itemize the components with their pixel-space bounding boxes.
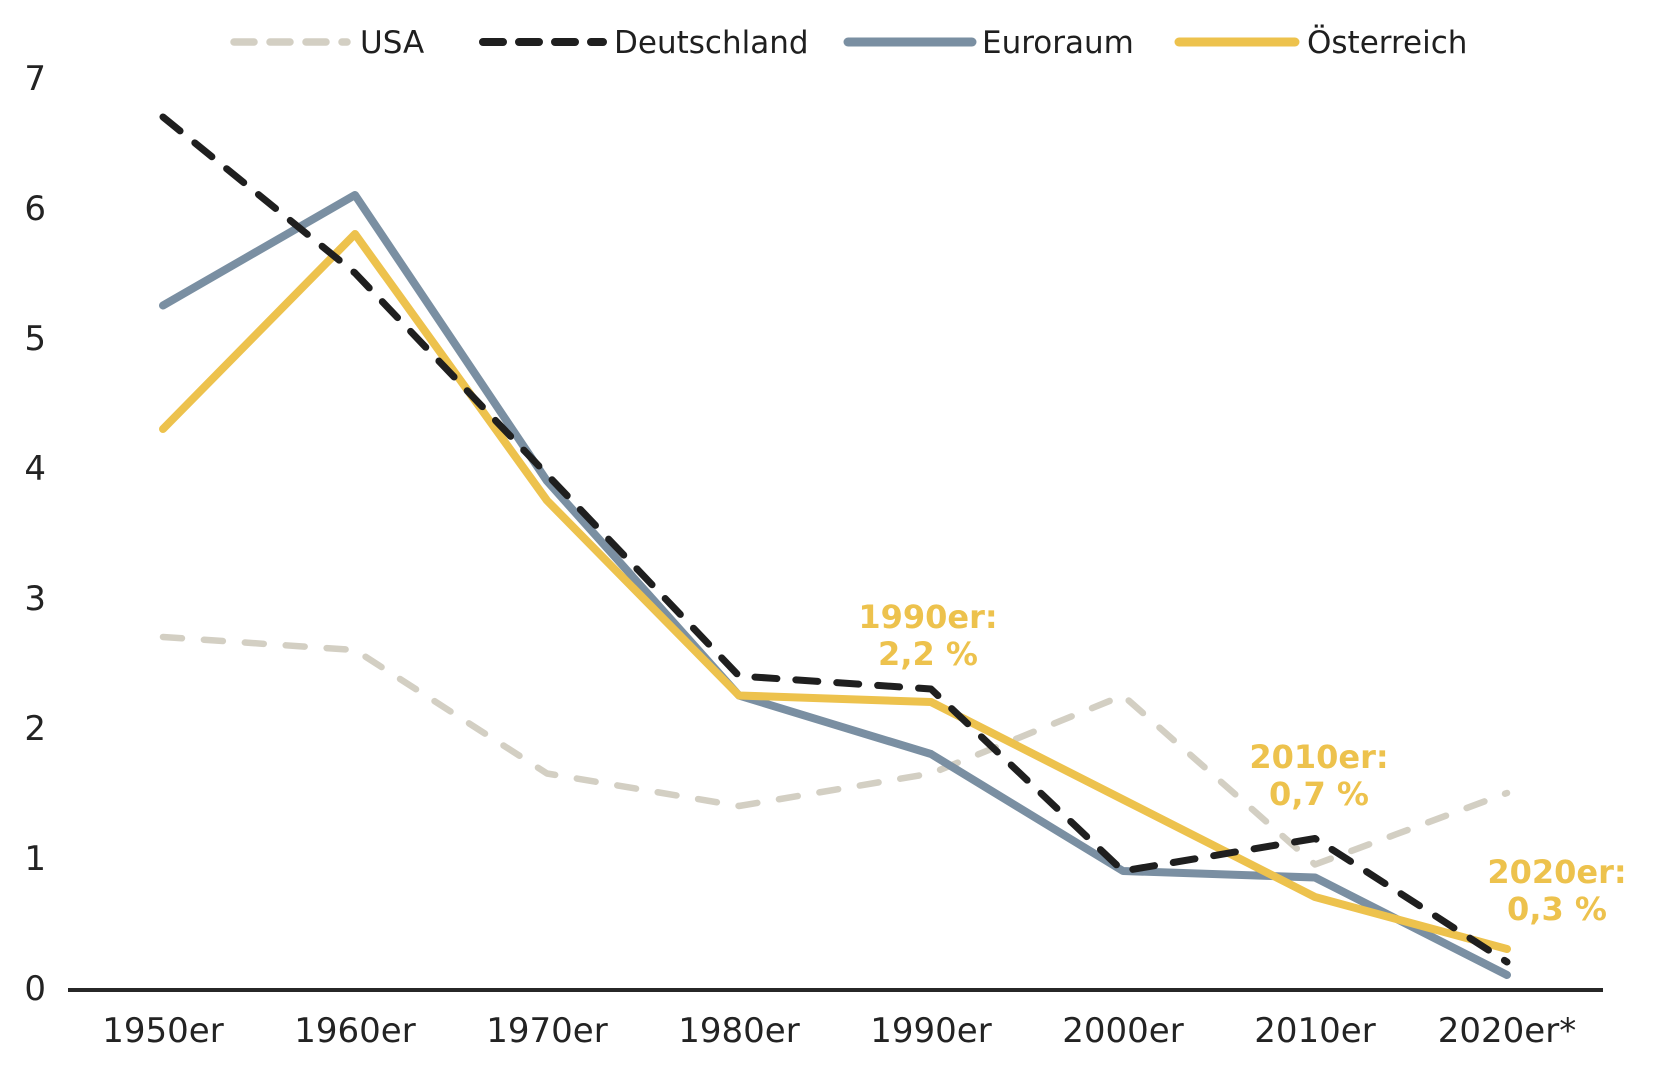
- series-line-euroraum: [159, 191, 1511, 979]
- y-axis-tick-label: 1: [24, 839, 46, 879]
- series-line-usa: [159, 633, 1511, 868]
- y-axis-tick-label: 2: [24, 709, 46, 749]
- x-axis-tick-label-1950er: 1950er: [102, 1011, 223, 1051]
- annotation-2020er: 2020er:: [1487, 853, 1626, 891]
- annotation-0-3: 0,3 %: [1507, 890, 1607, 928]
- legend-label-deutschland: Deutschland: [614, 25, 809, 61]
- x-axis-tick-label-2010er: 2010er: [1254, 1011, 1375, 1051]
- annotation-2010er: 2010er:: [1249, 738, 1388, 776]
- y-axis-tick-label: 3: [24, 579, 46, 619]
- x-axis-tick-label-1980er: 1980er: [678, 1011, 799, 1051]
- y-axis-tick-label: 6: [24, 189, 46, 229]
- x-axis-tick-label-2000er: 2000er: [1062, 1011, 1183, 1051]
- y-axis-tick-label: 5: [24, 319, 46, 359]
- x-axis-tick-label-1970er: 1970er: [486, 1011, 607, 1051]
- y-axis-tick-label: 0: [24, 969, 46, 1009]
- x-axis-tick-label-1990er: 1990er: [870, 1011, 991, 1051]
- series-line-deutschland: [159, 113, 1511, 966]
- x-axis-tick-label-1960er: 1960er: [294, 1011, 415, 1051]
- y-axis-tick-label: 7: [24, 59, 46, 99]
- series-line-osterreich: [159, 230, 1511, 953]
- x-axis-tick-label-2020er: 2020er*: [1438, 1011, 1576, 1051]
- legend-label-usa: USA: [360, 25, 424, 61]
- legend-label-euroraum: Euroraum: [982, 25, 1134, 61]
- annotation-2-2: 2,2 %: [878, 635, 978, 673]
- annotation-0-7: 0,7 %: [1269, 775, 1369, 813]
- y-axis-tick-label: 4: [24, 449, 46, 489]
- legend-label-osterreich: Österreich: [1307, 24, 1467, 61]
- annotation-1990er: 1990er:: [858, 598, 997, 636]
